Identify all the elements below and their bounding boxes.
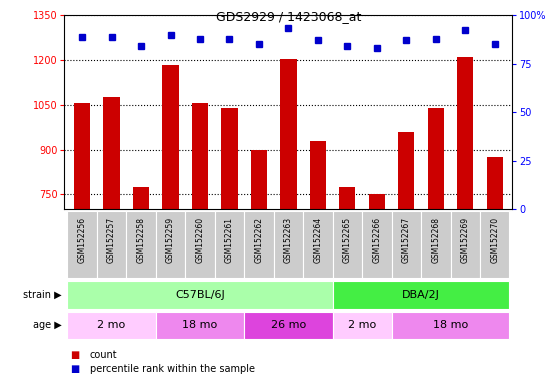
Text: GSM152257: GSM152257: [107, 217, 116, 263]
Bar: [97, 211, 127, 278]
Bar: [274, 211, 303, 278]
Text: GSM152261: GSM152261: [225, 217, 234, 263]
Text: GDS2929 / 1423068_at: GDS2929 / 1423068_at: [216, 10, 361, 23]
Text: strain ▶: strain ▶: [23, 290, 62, 300]
Bar: [428, 108, 444, 209]
Bar: [333, 281, 510, 309]
Text: GSM152264: GSM152264: [314, 217, 323, 263]
Bar: [487, 157, 503, 209]
Text: ■: ■: [70, 350, 80, 360]
Text: 2 mo: 2 mo: [97, 320, 125, 331]
Bar: [67, 312, 156, 339]
Text: age ▶: age ▶: [33, 320, 62, 331]
Text: percentile rank within the sample: percentile rank within the sample: [90, 364, 255, 374]
Text: 18 mo: 18 mo: [183, 320, 218, 331]
Bar: [244, 312, 333, 339]
Text: C57BL/6J: C57BL/6J: [175, 290, 225, 300]
Bar: [421, 211, 450, 278]
Bar: [457, 57, 473, 209]
Bar: [127, 211, 156, 278]
Bar: [368, 194, 385, 209]
Bar: [398, 132, 414, 209]
Bar: [303, 211, 333, 278]
Text: 18 mo: 18 mo: [433, 320, 468, 331]
Bar: [251, 150, 267, 209]
Text: GSM152265: GSM152265: [343, 217, 352, 263]
Text: 2 mo: 2 mo: [348, 320, 376, 331]
Text: GSM152256: GSM152256: [78, 217, 87, 263]
Bar: [450, 211, 480, 278]
Bar: [104, 97, 120, 209]
Bar: [67, 211, 97, 278]
Text: GSM152269: GSM152269: [461, 217, 470, 263]
Text: GSM152258: GSM152258: [137, 217, 146, 263]
Bar: [214, 211, 244, 278]
Bar: [339, 187, 356, 209]
Bar: [391, 211, 421, 278]
Bar: [391, 312, 510, 339]
Bar: [480, 211, 510, 278]
Text: GSM152266: GSM152266: [372, 217, 381, 263]
Bar: [244, 211, 274, 278]
Bar: [333, 211, 362, 278]
Bar: [133, 187, 149, 209]
Text: ■: ■: [70, 364, 80, 374]
Bar: [310, 141, 326, 209]
Text: count: count: [90, 350, 117, 360]
Text: GSM152260: GSM152260: [195, 217, 204, 263]
Bar: [156, 312, 244, 339]
Bar: [67, 281, 333, 309]
Bar: [192, 103, 208, 209]
Bar: [185, 211, 214, 278]
Text: GSM152263: GSM152263: [284, 217, 293, 263]
Bar: [162, 65, 179, 209]
Text: DBA/2J: DBA/2J: [402, 290, 440, 300]
Bar: [221, 108, 237, 209]
Text: GSM152267: GSM152267: [402, 217, 411, 263]
Text: GSM152259: GSM152259: [166, 217, 175, 263]
Bar: [156, 211, 185, 278]
Text: GSM152262: GSM152262: [254, 217, 263, 263]
Text: 26 mo: 26 mo: [271, 320, 306, 331]
Text: GSM152268: GSM152268: [431, 217, 440, 263]
Bar: [333, 312, 391, 339]
Bar: [281, 59, 296, 209]
Bar: [74, 103, 90, 209]
Bar: [362, 211, 391, 278]
Text: GSM152270: GSM152270: [490, 217, 499, 263]
